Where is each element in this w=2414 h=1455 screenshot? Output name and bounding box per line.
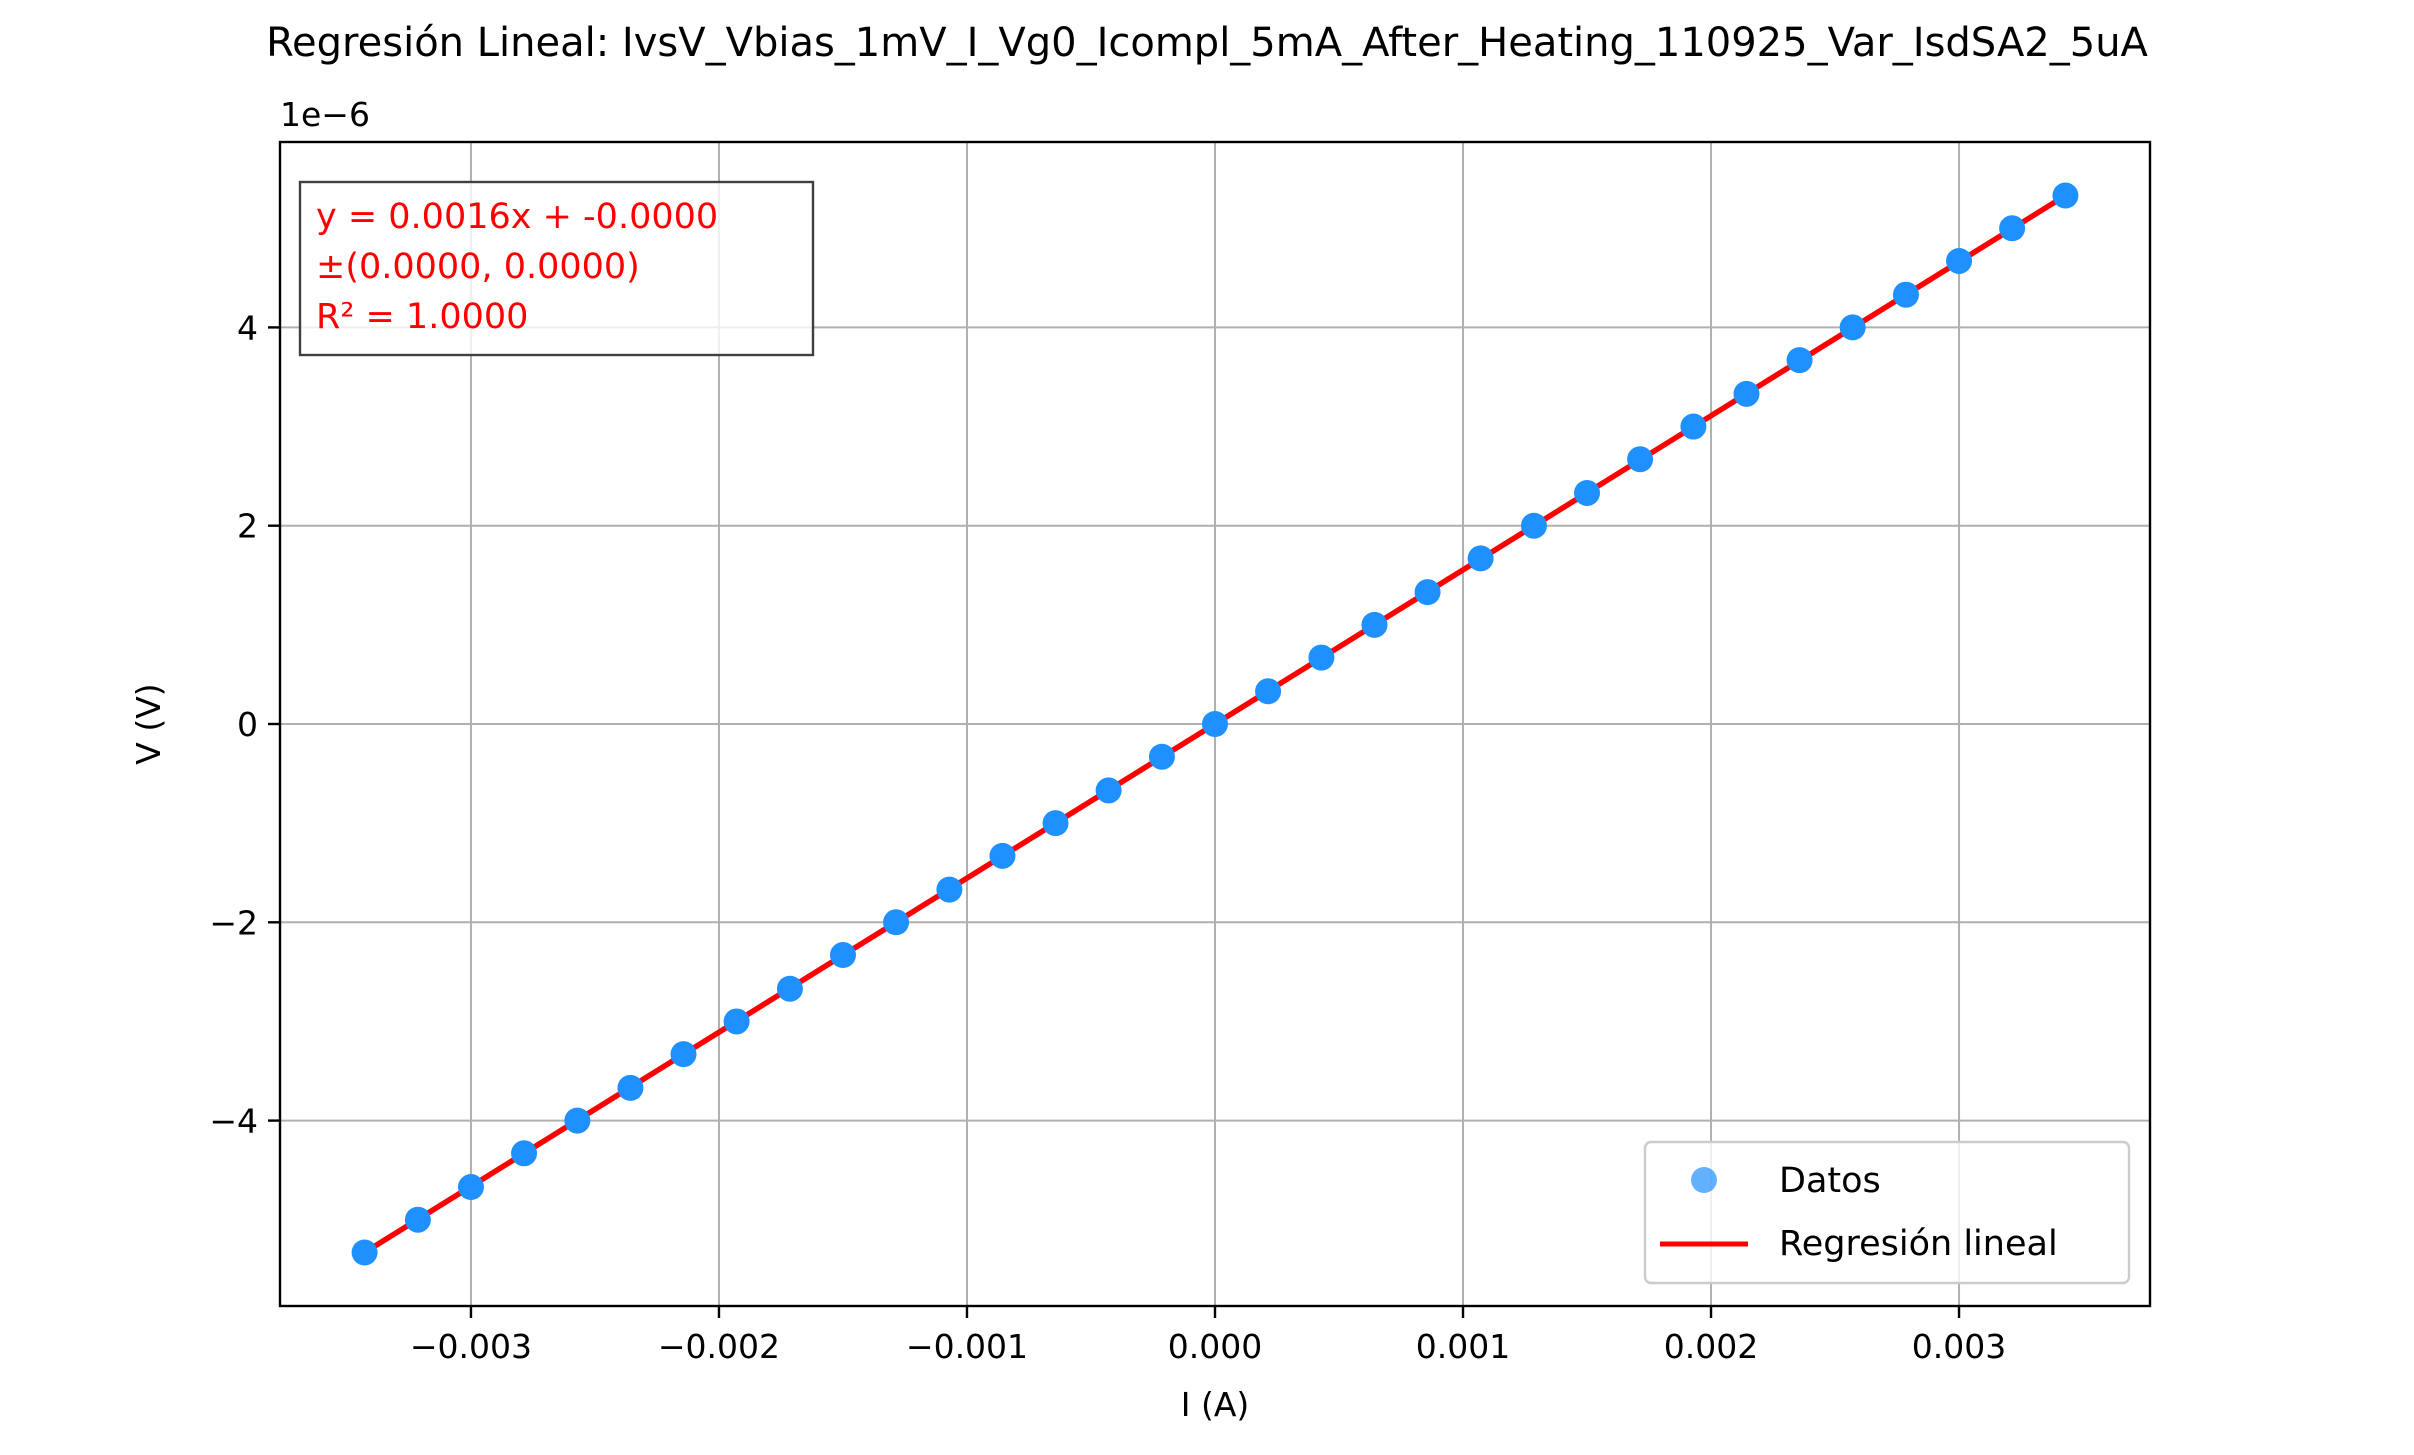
x-axis-ticks: −0.003 −0.002 −0.001 0.000 0.001 0.002 0.003	[410, 1306, 2006, 1366]
data-point	[1202, 711, 1228, 737]
data-point	[1095, 777, 1122, 804]
annotation-equation: y = 0.0016x + -0.0000	[316, 197, 718, 237]
x-tick-label: −0.003	[410, 1327, 532, 1366]
legend-frame	[1643, 1140, 2131, 1285]
data-point	[1892, 281, 1919, 308]
data-point	[1467, 545, 1494, 572]
data-point	[457, 1174, 484, 1201]
x-tick-label: 0.003	[1912, 1327, 2006, 1366]
data-point	[351, 1239, 378, 1266]
data-point	[1946, 247, 1973, 274]
data-point	[829, 942, 856, 969]
data-point	[1733, 380, 1760, 407]
data-point	[617, 1074, 644, 1101]
annotation-uncertainty: ±(0.0000, 0.0000)	[316, 247, 640, 287]
data-point	[1574, 479, 1601, 506]
x-tick-label: 0.001	[1416, 1327, 1510, 1366]
chart-title: Regresión Lineal: IvsV_Vbias_1mV_I_Vg0_I…	[266, 20, 2148, 66]
data-point	[1361, 611, 1388, 638]
data-point	[723, 1008, 750, 1035]
annotation-frame	[298, 180, 815, 357]
x-tick-label: 0.000	[1168, 1327, 1262, 1366]
data-point	[1627, 446, 1654, 473]
data-point	[1520, 512, 1547, 539]
data-point	[1255, 678, 1282, 705]
y-axis-label: V (V)	[129, 683, 168, 764]
data-point	[1786, 347, 1813, 374]
x-tick-label: −0.002	[658, 1327, 780, 1366]
data-point	[883, 909, 910, 936]
data-point	[1148, 743, 1175, 770]
data-points	[351, 182, 2079, 1266]
data-point	[1414, 579, 1441, 606]
data-point	[2052, 182, 2079, 209]
data-point	[564, 1107, 591, 1134]
y-tick-label: 4	[237, 308, 258, 347]
y-tick-label: 0	[237, 705, 258, 744]
data-point	[511, 1140, 538, 1167]
x-axis-label: I (A)	[1181, 1385, 1250, 1424]
data-point	[670, 1041, 697, 1068]
y-tick-label: −2	[209, 903, 258, 942]
y-axis-ticks: −4 −2 0 2 4	[209, 308, 280, 1141]
legend-marker-datos	[1691, 1167, 1717, 1193]
data-point	[1308, 644, 1335, 671]
x-tick-label: 0.002	[1664, 1327, 1758, 1366]
annotation-box: y = 0.0016x + -0.0000 ±(0.0000, 0.0000) …	[298, 180, 815, 357]
y-tick-label: 2	[237, 507, 258, 546]
y-offset-label: 1e−6	[280, 95, 370, 134]
x-tick-label: −0.001	[906, 1327, 1028, 1366]
legend-label-regresion: Regresión lineal	[1779, 1224, 2058, 1264]
data-point	[1839, 314, 1866, 341]
data-point	[989, 842, 1016, 869]
y-tick-label: −4	[209, 1102, 258, 1141]
data-point	[776, 975, 803, 1002]
legend-label-datos: Datos	[1779, 1161, 1881, 1201]
data-point	[1680, 413, 1707, 440]
data-point	[1999, 215, 2026, 242]
annotation-r-squared: R² = 1.0000	[316, 297, 528, 337]
data-point	[936, 876, 963, 903]
legend: Datos Regresión lineal	[1643, 1140, 2131, 1285]
data-point	[404, 1206, 431, 1233]
data-point	[1042, 810, 1069, 837]
